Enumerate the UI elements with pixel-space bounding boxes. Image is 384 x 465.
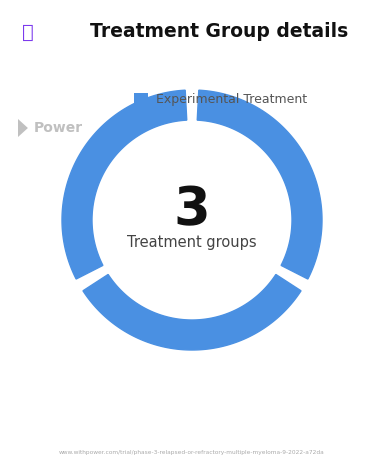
Text: Treatment Group details: Treatment Group details [90,22,348,41]
Polygon shape [62,90,187,279]
Text: Power: Power [34,121,83,135]
Text: 3: 3 [174,184,210,236]
Text: 👥: 👥 [22,22,34,41]
FancyBboxPatch shape [134,93,148,107]
Polygon shape [197,90,322,279]
Text: Treatment groups: Treatment groups [127,234,257,250]
Text: Experimental Treatment: Experimental Treatment [156,93,308,106]
Text: www.withpower.com/trial/phase-3-relapsed-or-refractory-multiple-myeloma-9-2022-a: www.withpower.com/trial/phase-3-relapsed… [59,450,325,455]
Polygon shape [18,119,28,137]
Polygon shape [83,274,301,350]
